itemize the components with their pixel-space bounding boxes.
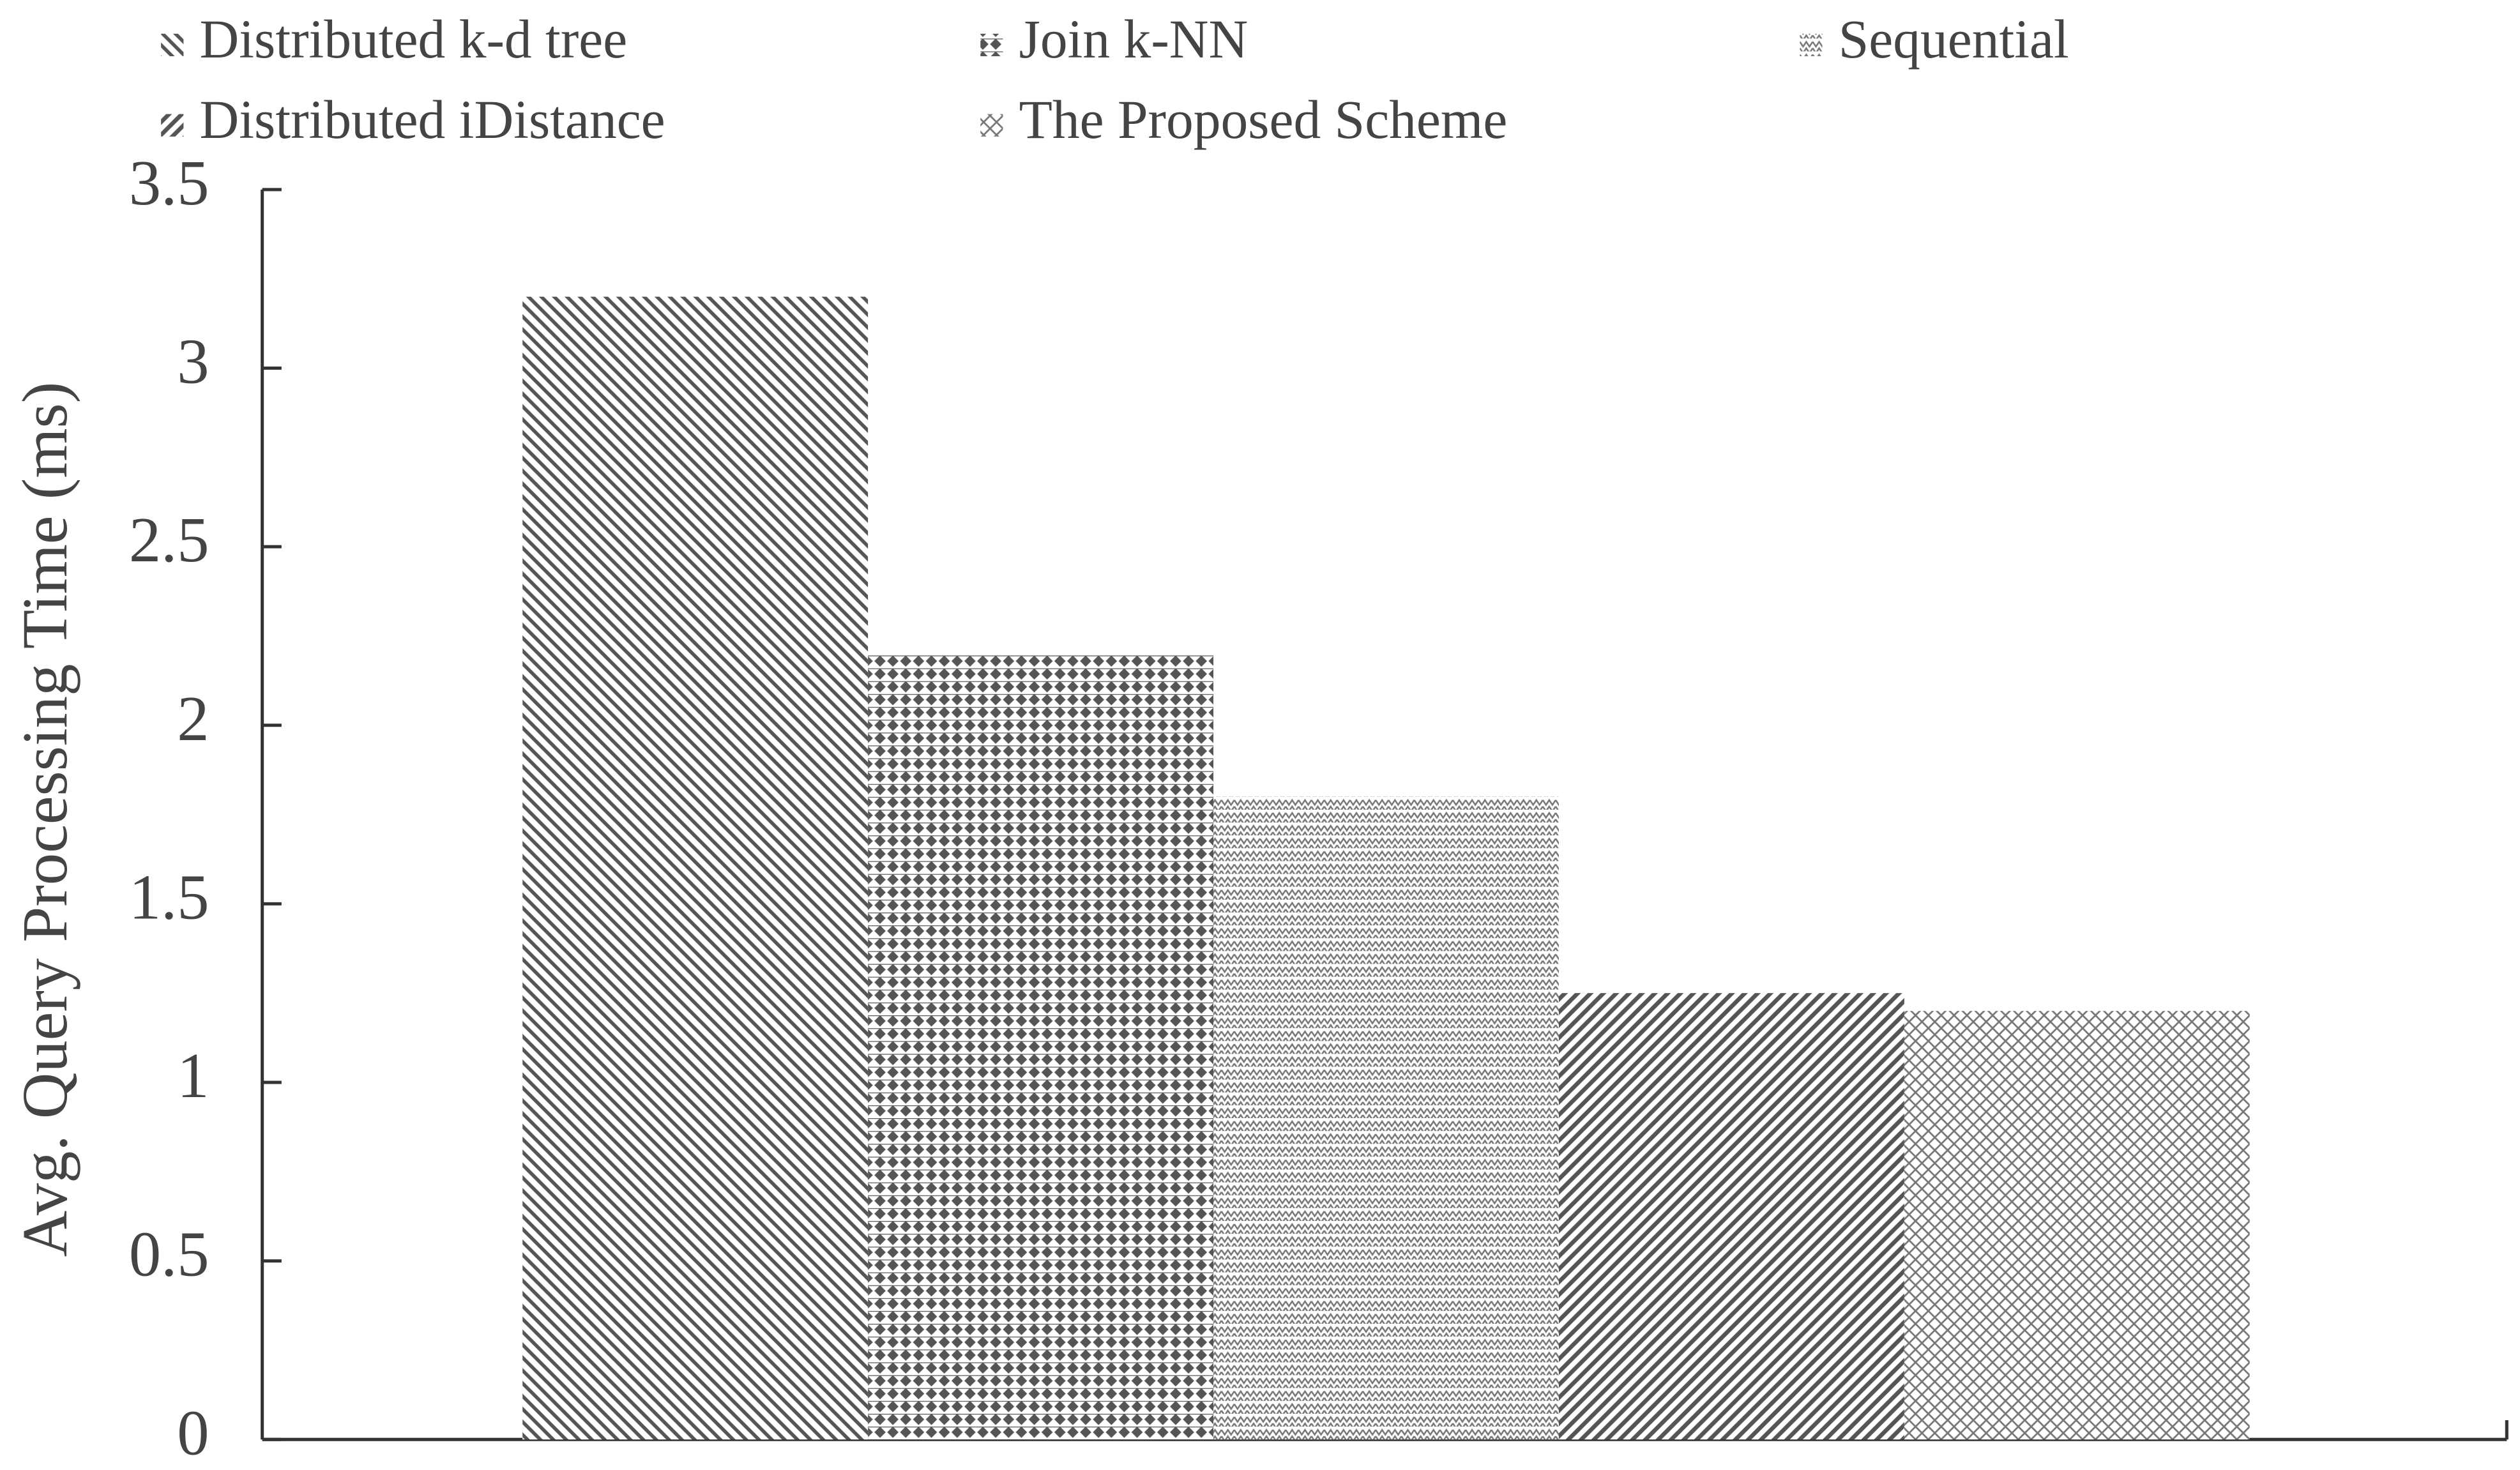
legend-swatch <box>980 33 1003 57</box>
y-tick-label: 1.5 <box>129 861 209 932</box>
bar <box>1213 796 1559 1440</box>
bar <box>522 296 869 1440</box>
legend-swatch <box>1800 33 1823 57</box>
legend-swatch <box>161 114 184 137</box>
y-tick-label: 3 <box>177 326 209 397</box>
y-tick-label: 1 <box>177 1040 209 1111</box>
legend-swatch <box>980 114 1003 137</box>
legend-label: Sequential <box>1839 9 2069 70</box>
legend-label: Join k-NN <box>1019 9 1249 70</box>
y-tick-label: 0 <box>177 1397 209 1468</box>
bar <box>1904 1011 2250 1440</box>
legend-swatch <box>161 33 184 57</box>
legend-label: The Proposed Scheme <box>1019 89 1508 150</box>
legend-label: Distributed k-d tree <box>200 9 628 70</box>
bar <box>1558 993 1904 1440</box>
y-tick-label: 0.5 <box>129 1218 209 1290</box>
y-tick-label: 3.5 <box>129 147 209 218</box>
y-axis-title: Avg. Query Processing Time (ms) <box>9 382 80 1257</box>
legend-label: Distributed iDistance <box>200 89 665 150</box>
y-tick-label: 2.5 <box>129 504 209 575</box>
y-tick-label: 2 <box>177 683 209 754</box>
bar <box>868 653 1214 1440</box>
